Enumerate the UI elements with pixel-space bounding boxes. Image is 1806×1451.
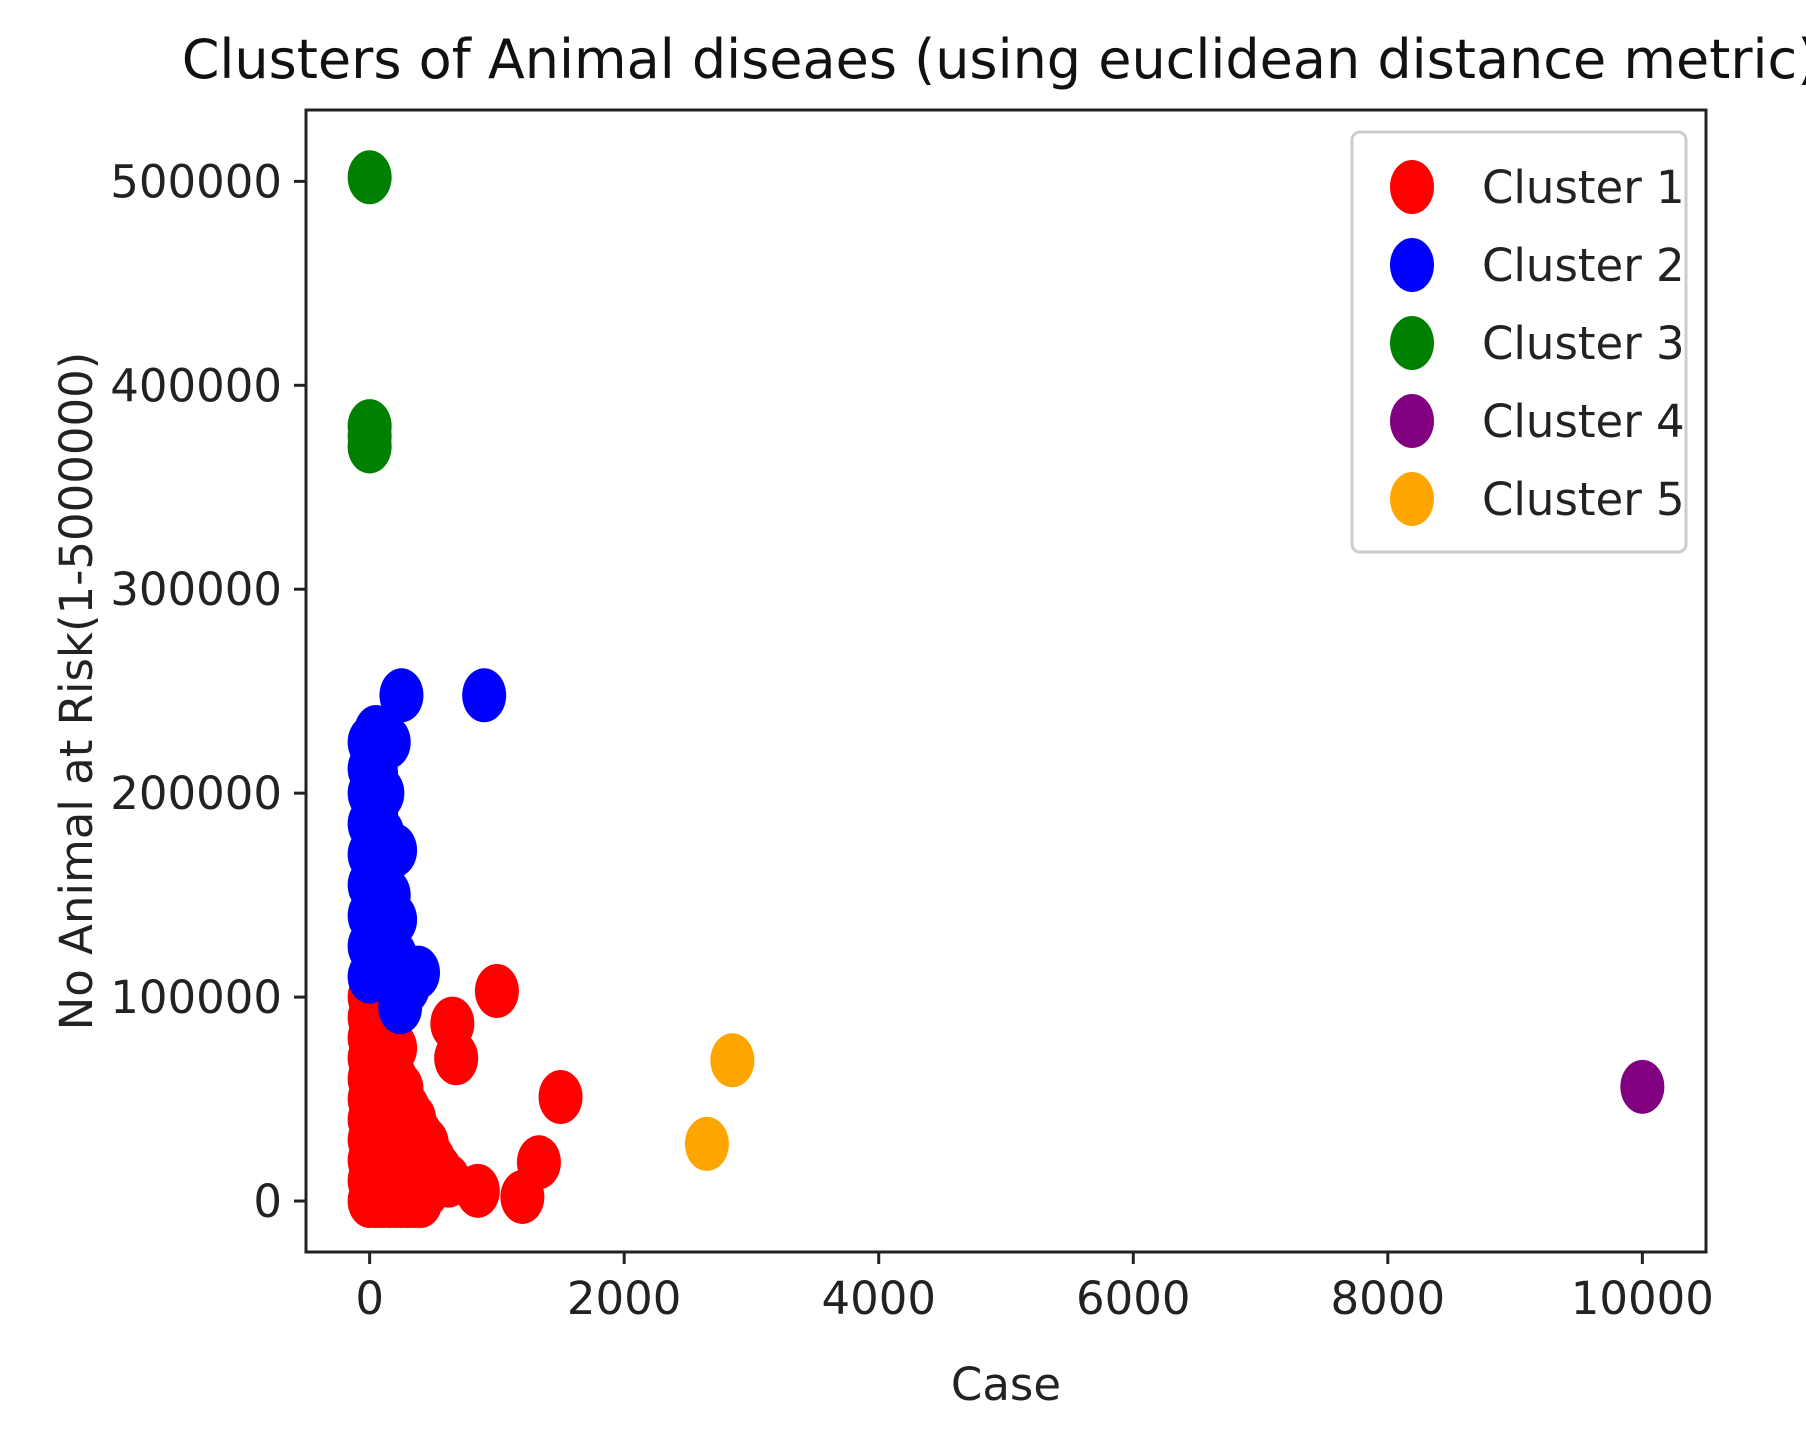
scatter-point: [347, 150, 392, 205]
scatter-point: [366, 715, 411, 770]
legend: Cluster 1 Cluster 2 Cluster 3 Cluster 4 Clus…: [1350, 130, 1688, 554]
legend-marker: [1390, 238, 1434, 292]
x-tick-label: 8000: [1331, 1272, 1446, 1325]
y-tick-label: 500000: [110, 155, 282, 208]
y-tick-label: 300000: [110, 563, 282, 616]
series-1: [347, 963, 583, 1229]
y-axis-label: No Animal at Risk(1-5000000): [50, 352, 103, 1031]
series-5: [684, 1033, 755, 1171]
x-axis-label: Case: [951, 1358, 1061, 1411]
scatter-point: [373, 892, 418, 947]
legend-label: Cluster 4: [1482, 395, 1685, 448]
series-3: [347, 150, 392, 474]
scatter-point: [347, 419, 392, 474]
scatter-point: [373, 823, 418, 878]
x-axis-ticks: 0 2000 4000 6000 8000 10000: [355, 1252, 1714, 1325]
scatter-point: [434, 1031, 479, 1086]
plot-area-frame: [304, 108, 1708, 1254]
series-2: [347, 668, 507, 1035]
series-4: [1620, 1059, 1665, 1114]
y-tick-label: 200000: [110, 767, 282, 820]
scatter-point: [538, 1070, 583, 1125]
legend-label: Cluster 2: [1482, 239, 1685, 292]
legend-label: Cluster 5: [1482, 473, 1685, 526]
x-tick-label: 0: [355, 1272, 384, 1325]
y-tick-label: 100000: [110, 971, 282, 1024]
x-tick-label: 2000: [567, 1272, 682, 1325]
scatter-point: [474, 963, 519, 1018]
scatter-point: [684, 1116, 729, 1171]
scatter-point: [379, 668, 424, 723]
scatter-point: [1620, 1059, 1665, 1114]
legend-label: Cluster 1: [1482, 161, 1685, 214]
scatter-point: [710, 1033, 755, 1088]
legend-marker: [1390, 394, 1434, 448]
scatter-point: [360, 766, 405, 821]
legend-marker: [1390, 472, 1434, 526]
legend-label: Cluster 3: [1482, 317, 1685, 370]
scatter-point: [396, 945, 440, 1000]
legend-marker: [1390, 160, 1434, 214]
chart-title: Clusters of Animal diseaes (using euclid…: [182, 28, 1806, 91]
scatter-point: [516, 1135, 561, 1190]
x-tick-label: 6000: [1076, 1272, 1191, 1325]
y-tick-label: 0: [253, 1175, 282, 1228]
x-tick-label: 4000: [821, 1272, 936, 1325]
scatter-point: [455, 1163, 500, 1218]
legend-box: [1350, 130, 1688, 554]
x-tick-label: 10000: [1571, 1272, 1714, 1325]
legend-marker: [1390, 316, 1434, 370]
y-axis-ticks: 0 100000 200000 300000 400000 500000: [110, 155, 306, 1228]
scatter-point: [373, 1021, 418, 1076]
scatter-point: [462, 668, 507, 723]
plot-marks: [347, 150, 1665, 1229]
y-tick-label: 400000: [110, 359, 282, 412]
